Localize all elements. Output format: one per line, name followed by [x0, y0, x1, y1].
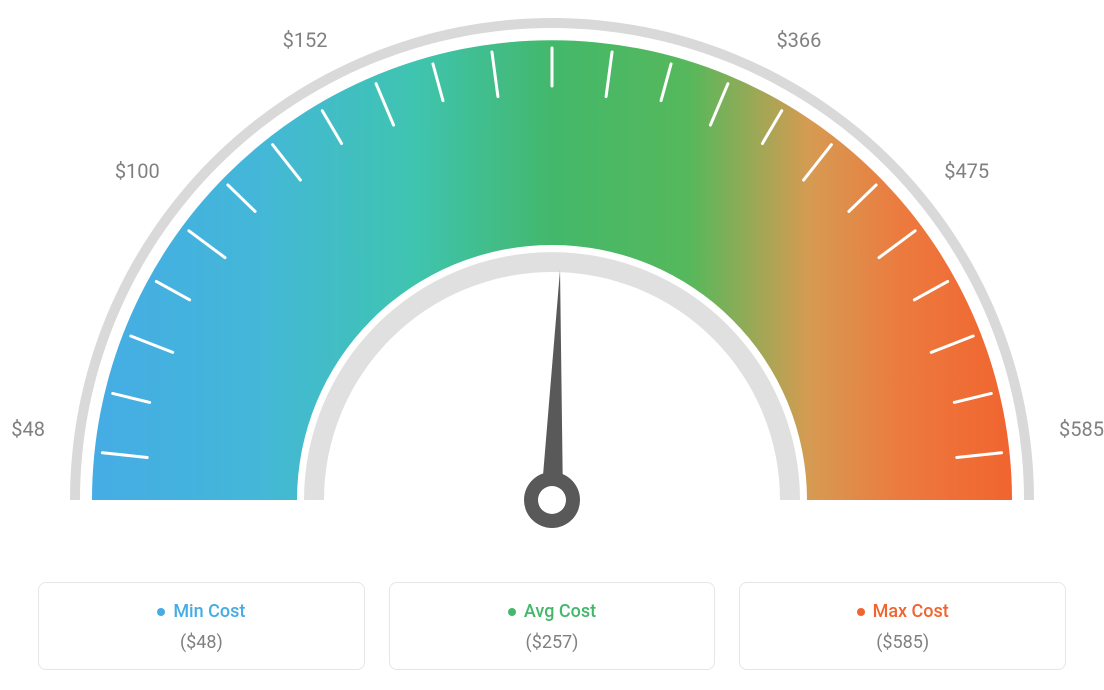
- legend-min-label: Min Cost: [173, 601, 245, 622]
- gauge-needle: [541, 270, 563, 500]
- scale-label: $475: [944, 159, 989, 183]
- legend-max-card: Max Cost ($585): [739, 582, 1066, 671]
- needle-hub-inner: [538, 486, 566, 514]
- legend-min-value: ($48): [39, 632, 364, 653]
- legend-max-title: Max Cost: [857, 601, 949, 622]
- scale-label: $152: [283, 28, 328, 52]
- legend-min-dot: [157, 608, 165, 616]
- scale-label: $366: [776, 28, 821, 52]
- cost-gauge: $48$100$152$257$366$475$585: [0, 0, 1104, 560]
- scale-label: $100: [115, 159, 160, 183]
- legend-min-card: Min Cost ($48): [38, 582, 365, 671]
- scale-label: $585: [1059, 417, 1104, 441]
- legend-avg-value: ($257): [390, 632, 715, 653]
- legend-min-title: Min Cost: [157, 601, 245, 622]
- legend-avg-dot: [508, 608, 516, 616]
- legend-avg-label: Avg Cost: [524, 601, 596, 622]
- gauge-svg: [0, 0, 1104, 560]
- legend-row: Min Cost ($48) Avg Cost ($257) Max Cost …: [0, 582, 1104, 671]
- legend-max-dot: [857, 608, 865, 616]
- scale-label: $48: [11, 417, 45, 441]
- legend-max-label: Max Cost: [873, 601, 949, 622]
- legend-avg-title: Avg Cost: [508, 601, 596, 622]
- legend-avg-card: Avg Cost ($257): [389, 582, 716, 671]
- legend-max-value: ($585): [740, 632, 1065, 653]
